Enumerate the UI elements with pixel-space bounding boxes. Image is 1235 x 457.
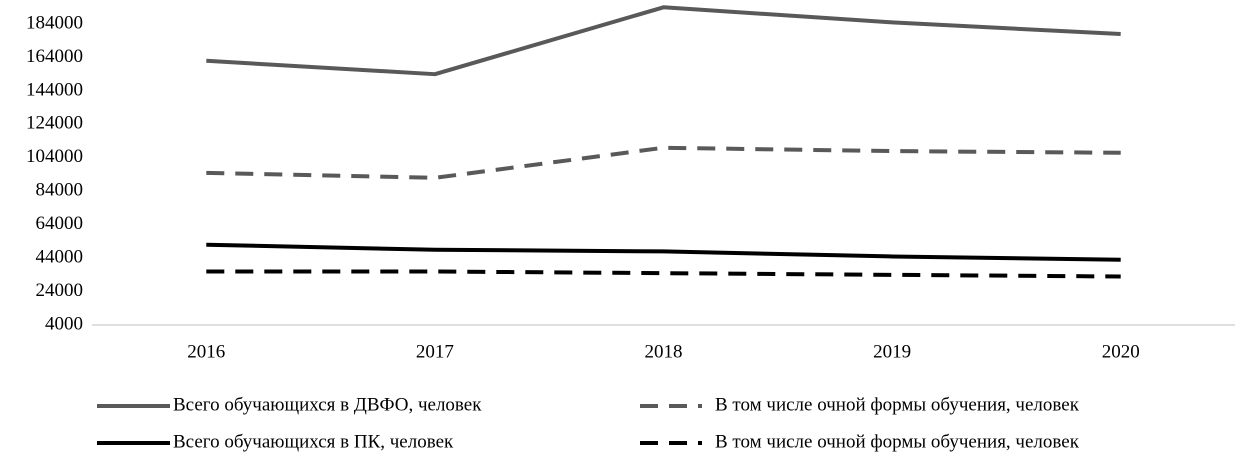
series-line — [206, 242, 1121, 262]
x-tick-label: 2018 — [645, 341, 683, 362]
y-tick-label: 64000 — [36, 213, 84, 234]
y-tick-label: 84000 — [36, 180, 84, 201]
x-tick-label: 2019 — [873, 341, 911, 362]
y-tick-label: 24000 — [36, 280, 84, 301]
legend-label: Всего обучающихся в ДВФО, человек — [173, 394, 482, 415]
y-tick-label: 104000 — [26, 146, 83, 167]
series-line — [206, 269, 1121, 279]
series-line — [206, 145, 1121, 180]
x-tick-label: 2017 — [416, 341, 454, 362]
legend-label: В том числе очной формы обучения, челове… — [715, 431, 1080, 452]
y-tick-label: 44000 — [36, 246, 84, 267]
legend-label: В том числе очной формы обучения, челове… — [715, 394, 1080, 415]
y-tick-label: 4000 — [45, 313, 83, 334]
y-tick-label: 124000 — [26, 113, 83, 134]
y-tick-label: 144000 — [26, 79, 83, 100]
series-line — [206, 5, 1121, 77]
y-tick-label: 184000 — [26, 12, 83, 33]
x-tick-label: 2020 — [1102, 341, 1140, 362]
y-tick-label: 164000 — [26, 46, 83, 67]
legend-label: Всего обучающихся в ПК, человек — [173, 431, 454, 452]
x-tick-label: 2016 — [187, 341, 225, 362]
